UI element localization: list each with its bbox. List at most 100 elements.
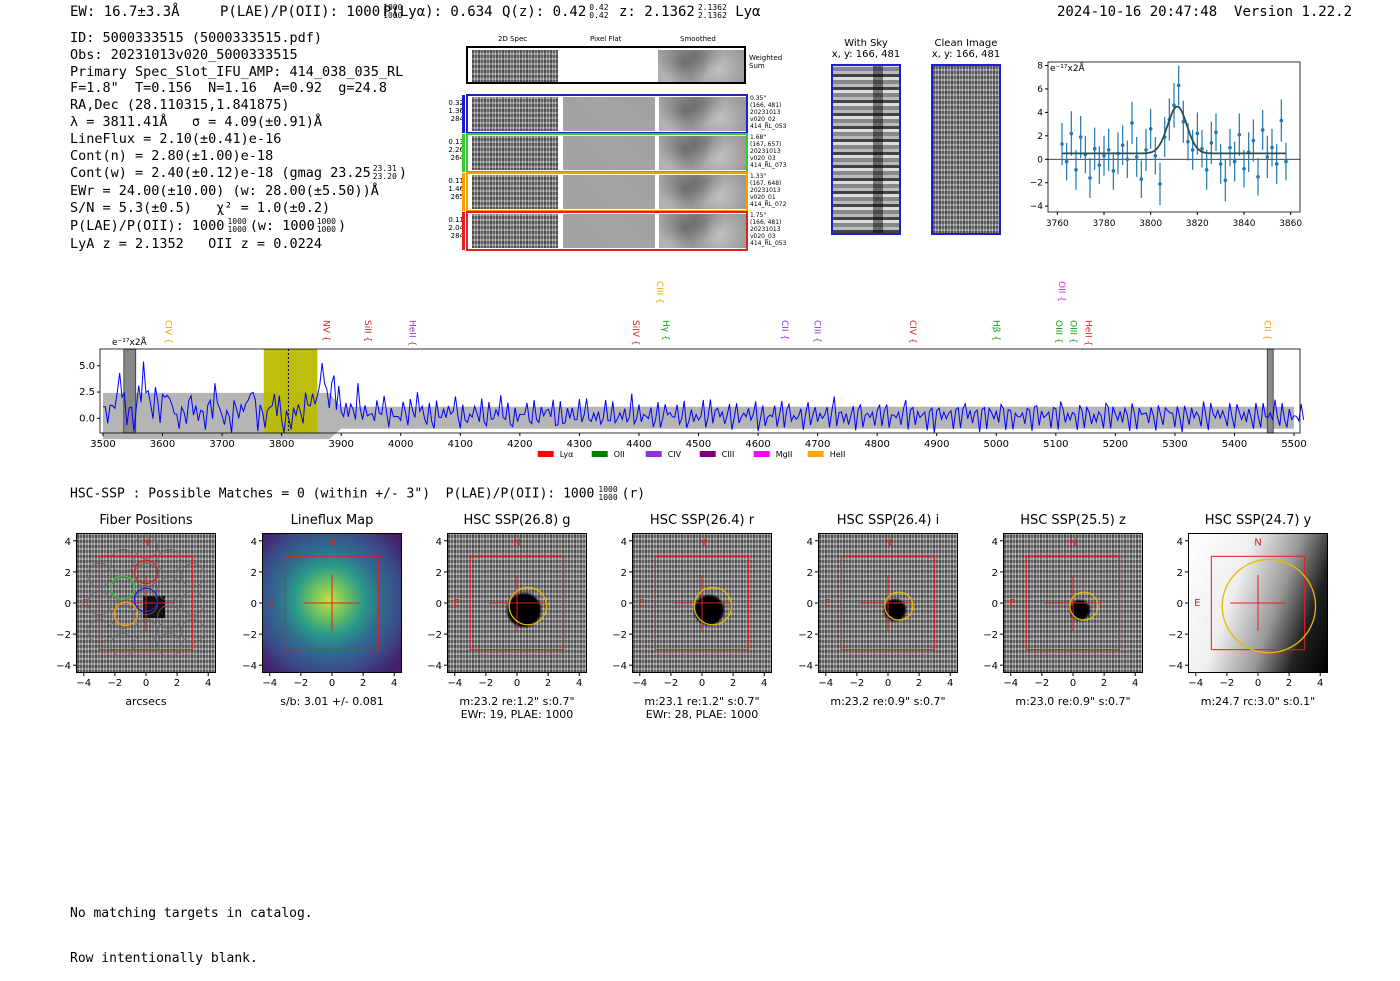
weighted-2d-spec — [472, 50, 558, 82]
spec2d-panel: 2D Spec Pixel Flat Smoothed Weighted Sum… — [448, 35, 786, 257]
data-point — [1111, 169, 1116, 173]
x-tick-label: −4 — [1188, 678, 1203, 689]
legend-label: MgII — [776, 450, 793, 459]
data-point — [1284, 159, 1288, 164]
data-point — [1256, 175, 1260, 179]
y-tick-label: −2 — [1030, 179, 1043, 189]
y-tick-label: 4 — [251, 537, 257, 548]
fiber-info: (166, 481) — [750, 102, 782, 109]
east-label: E — [82, 598, 88, 609]
x-tick-label: −2 — [664, 678, 679, 689]
y-tick-label: 0 — [1037, 155, 1043, 165]
info-line: λ = 3811.41Å σ = 4.09(±0.91)Å — [70, 113, 322, 130]
x-tick-label: −4 — [76, 678, 91, 689]
hsc-panel-caption: m:24.7 rc:3.0" s:0.1" — [1158, 695, 1358, 708]
x-tick-label: 4 — [1132, 678, 1138, 689]
spectral-line-label: CIII { — [654, 281, 664, 304]
caption-line: s/b: 3.01 +/- 0.081 — [280, 695, 384, 708]
x-tick-label: 2 — [916, 678, 922, 689]
fiber-2d-spec — [472, 97, 558, 131]
info-line: Cont(n) = 2.80(±1.00)e-18 — [70, 147, 274, 164]
data-point — [1237, 132, 1242, 137]
spectral-line-label: Hγ { — [660, 320, 670, 341]
footer-note: No matching targets in catalog. Row inte… — [70, 876, 313, 981]
hsc-panel-caption: m:23.2 re:1.2" s:0.7" EWr: 19, PLAE: 1000 — [417, 695, 617, 721]
data-point — [1125, 157, 1130, 162]
fiber-circle-primary — [133, 587, 159, 613]
fiber-circle — [110, 604, 135, 630]
legend-swatch — [699, 451, 716, 457]
x-tick-label: 4 — [391, 678, 397, 689]
data-point — [1251, 138, 1256, 143]
y-tick-label: −2 — [612, 630, 627, 641]
fiber-info: 20231013 — [750, 187, 781, 194]
data-point — [1064, 159, 1069, 164]
spectral-line-label: OIII { — [1068, 320, 1078, 344]
x-tick-label: −4 — [818, 678, 833, 689]
with-sky-source-trace — [873, 66, 883, 233]
data-point — [1130, 121, 1134, 125]
info-line: ID: 5000333515 (5000333515.pdf) — [70, 30, 322, 46]
fiber-circle — [110, 576, 135, 602]
fiber-circle — [180, 562, 205, 588]
spectral-line-label: HeII { — [1083, 320, 1093, 346]
info-line: F=1.8" T=0.156 N=1.16 A=0.92 g=24.8 — [70, 80, 387, 97]
fiber-circle — [133, 534, 159, 560]
fiber-smoothed — [659, 97, 746, 131]
y-tick-label: −4 — [1168, 661, 1183, 672]
x-tick-label: 5400 — [1222, 439, 1247, 450]
fiber-stat: 0.11 — [448, 177, 464, 185]
x-tick-label: 4600 — [745, 439, 770, 450]
fiber-stat: 0.13 — [448, 138, 464, 146]
legend-label: CIV — [668, 450, 682, 459]
north-label: N — [1069, 537, 1076, 548]
hsc-panel-title: Lineflux Map — [290, 513, 374, 528]
fiber-right-info: 0.35" (166, 481) 20231013 v020_02 414_RL_053 — [750, 95, 792, 130]
source-blob — [507, 593, 541, 627]
spectrum-line — [103, 361, 1305, 434]
data-point — [1218, 162, 1223, 166]
aperture-box — [1025, 555, 1121, 651]
fiber-divider — [560, 136, 562, 170]
fiber-smoothed — [659, 214, 746, 248]
aperture-box — [1210, 555, 1306, 651]
spec2d-col-label: Smoothed — [680, 35, 716, 43]
hsc-panel-title: HSC SSP(26.8) g — [463, 513, 571, 528]
data-point — [1181, 119, 1186, 124]
fiber-divider — [560, 97, 562, 131]
aperture-box — [98, 555, 194, 651]
spectral-line-label: OII { — [1056, 281, 1066, 302]
x-tick-label: −2 — [850, 678, 865, 689]
fiber-stat: 1.36 — [448, 107, 464, 115]
y-tick-label: 2 — [992, 568, 998, 579]
data-point — [1228, 145, 1232, 150]
north-label: N — [884, 537, 891, 548]
fiber-left-stats: 0.11 1.46 265 — [446, 177, 464, 201]
fiber-info: 414_RL_072 — [750, 201, 787, 208]
data-point — [1190, 148, 1195, 152]
data-point — [1274, 162, 1279, 166]
source-blob — [884, 599, 906, 621]
x-tick-label: 2 — [545, 678, 551, 689]
x-tick-label: 2 — [1101, 678, 1107, 689]
fiber-2d-spec — [472, 214, 558, 248]
x-tick-label: 5000 — [984, 439, 1009, 450]
data-point — [1074, 168, 1078, 172]
x-tick-label: 5500 — [1281, 439, 1306, 450]
fiber-right-info: 1.68" (167, 657) 20231013 v020_03 414_RL_073 — [750, 134, 792, 169]
header-z: z: 2.1362 2.1362 2.1362 Lyα — [619, 3, 761, 21]
fiber-row-frame — [466, 94, 748, 134]
x-tick-label: 0 — [885, 678, 891, 689]
y-tick-label: −4 — [242, 661, 257, 672]
fiber-info: (167, 657) — [750, 141, 782, 148]
east-label: E — [638, 598, 644, 609]
x-tick-label: 4 — [576, 678, 582, 689]
hsc-panel-overlay: N E −4 −2 0 2 4 4 2 0 −2 −4 — [983, 537, 1138, 689]
x-tick-label: 4100 — [448, 439, 473, 450]
y-tick-label: 4 — [621, 537, 627, 548]
fiber-stat: 2.26 — [448, 146, 464, 154]
spectral-line-label: SiII { — [362, 320, 372, 342]
weighted-smoothed — [658, 50, 744, 82]
footer-line: No matching targets in catalog. — [70, 906, 313, 921]
data-point — [1172, 103, 1176, 108]
